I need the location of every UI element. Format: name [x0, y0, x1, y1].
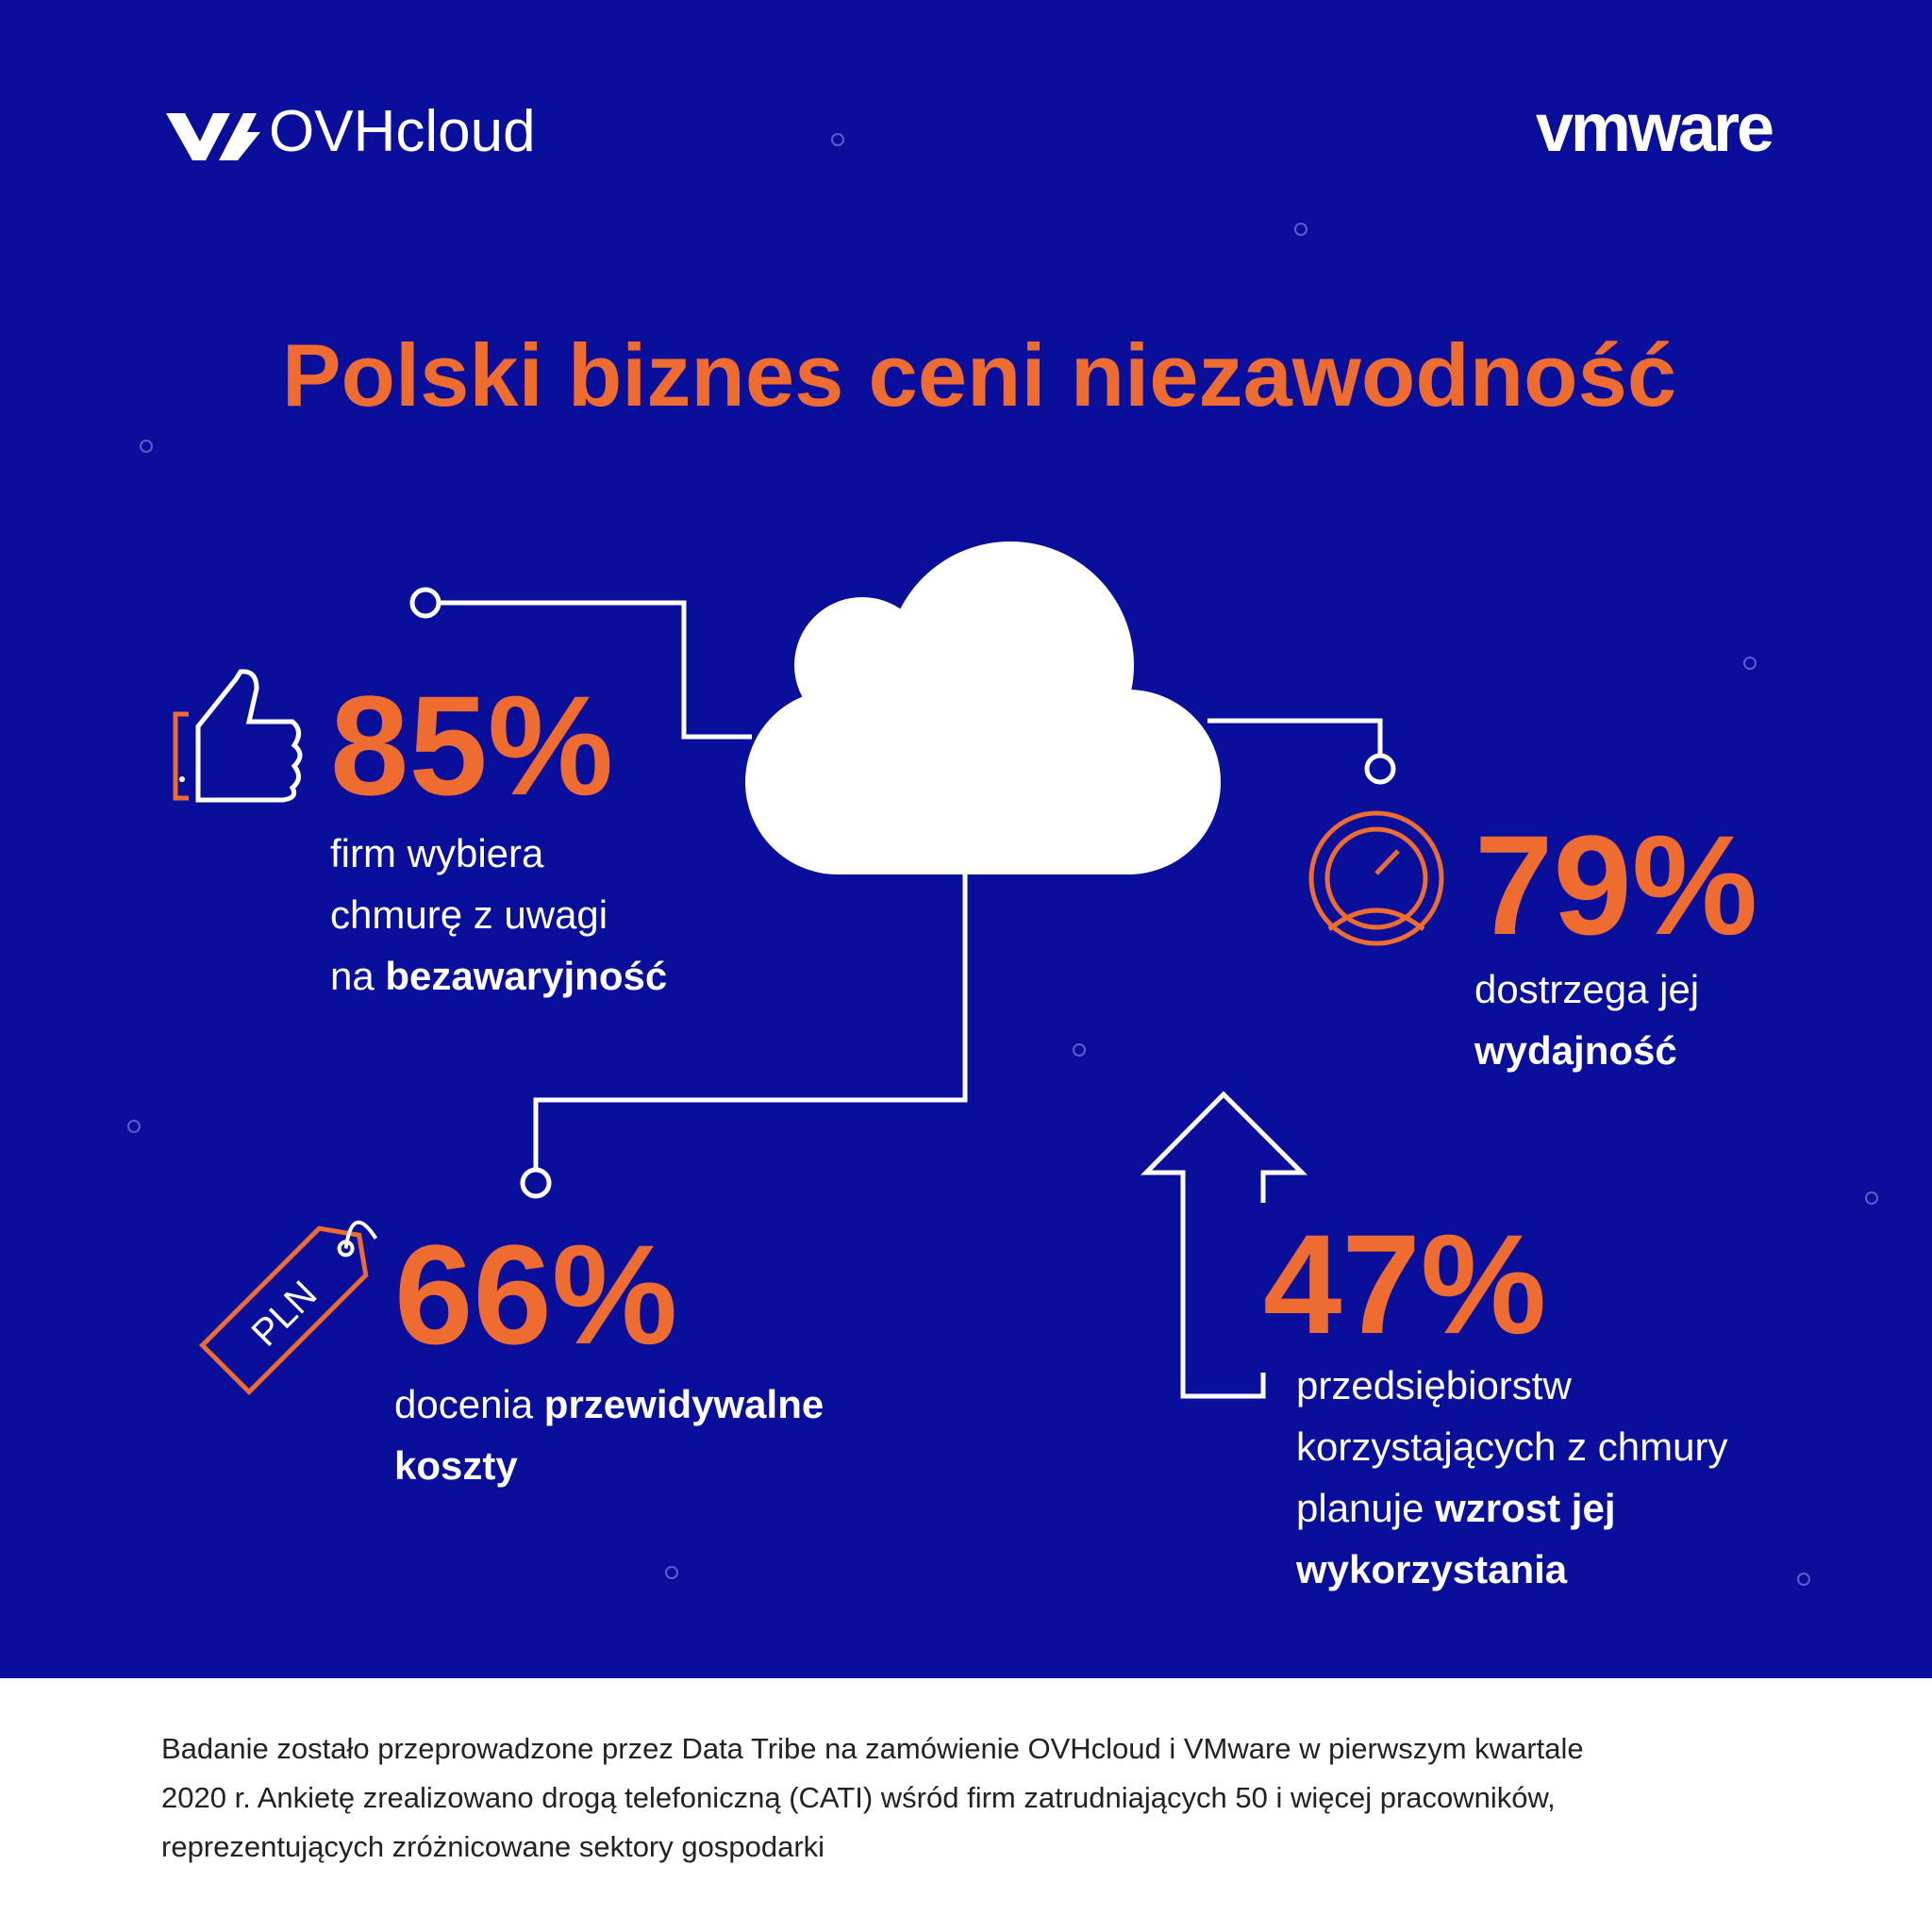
gauge-icon	[1308, 810, 1444, 946]
stat-description: wydajność	[1474, 1028, 1677, 1073]
description-part: wykorzystania	[1295, 1547, 1568, 1591]
description-part: przedsiębiorstw	[1296, 1363, 1572, 1407]
stat-description: wykorzystania	[1295, 1547, 1568, 1591]
footnote-line: reprezentujących zróżnicowane sektory go…	[161, 1830, 824, 1863]
connectors	[409, 587, 1396, 1199]
description-part: koszty	[394, 1443, 518, 1488]
stat-description: na bezawaryjność	[330, 954, 667, 998]
footnote: Badanie zostało przeprowadzone przez Dat…	[161, 1732, 1584, 1863]
stat-description: korzystających z chmury	[1296, 1424, 1727, 1469]
description-part: na	[330, 954, 385, 998]
stats: 85% firm wybiera chmurę z uwagi na bezawary…	[330, 666, 1757, 1591]
description-part: planuje	[1296, 1486, 1435, 1530]
footnote-line: Badanie zostało przeprowadzone przez Dat…	[161, 1732, 1584, 1765]
description-part: bezawaryjność	[385, 954, 667, 998]
stat-value: 85%	[330, 666, 613, 824]
description-part: przewidywalne	[544, 1382, 824, 1426]
vmware-logo: vmware	[1536, 91, 1773, 166]
stat-description: chmurę z uwagi	[330, 892, 608, 937]
ovh-logo-mark	[166, 113, 260, 160]
title: Polski biznes ceni niezawodność	[282, 325, 1676, 425]
description-part: firm wybiera	[330, 831, 544, 875]
description-part: docenia	[394, 1382, 544, 1426]
stat-description: planuje wzrost jej	[1296, 1486, 1616, 1530]
stat-description: dostrzega jej	[1474, 967, 1699, 1011]
footer-background	[0, 1678, 1932, 1932]
stat-description: docenia przewidywalne	[394, 1382, 824, 1426]
stat-value: 47%	[1263, 1205, 1546, 1363]
stat-value: 79%	[1474, 806, 1757, 964]
description-part: korzystających z chmury	[1296, 1424, 1727, 1469]
description-part: wzrost jej	[1434, 1486, 1615, 1530]
stat-description: firm wybiera	[330, 831, 544, 875]
decor-dots	[127, 133, 1878, 1586]
stat-value: 66%	[394, 1215, 677, 1374]
description-part: chmurę z uwagi	[330, 892, 608, 937]
stat-description: koszty	[394, 1443, 518, 1488]
footnote-line: 2020 r. Ankietę zrealizowano drogą telef…	[161, 1781, 1556, 1814]
cloud	[745, 541, 1221, 874]
description-part: dostrzega jej	[1474, 967, 1699, 1011]
thumbs-up-icon	[173, 669, 303, 803]
stat-description: przedsiębiorstw	[1296, 1363, 1572, 1407]
description-part: wydajność	[1474, 1028, 1677, 1073]
ovh-logo: OVHcloud	[269, 99, 536, 164]
growth-arrow	[1141, 1091, 1308, 1399]
